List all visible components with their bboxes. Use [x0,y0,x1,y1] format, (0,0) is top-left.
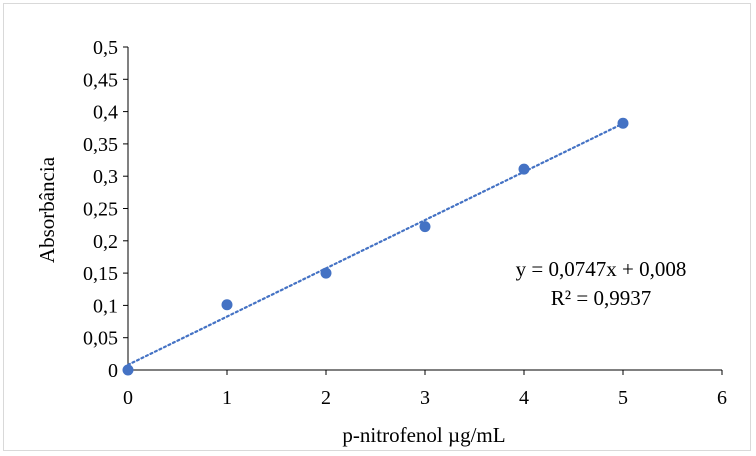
data-point [518,163,530,175]
y-tick-label: 0,3 [93,166,118,188]
x-tick-label: 1 [222,387,232,409]
y-tick-label: 0,4 [93,102,118,124]
y-tick-label: 0,2 [93,231,118,253]
x-tick-label: 0 [123,387,133,409]
y-axis-title: Absorbância [35,156,59,263]
x-tick-label: 4 [519,387,529,409]
data-point [122,364,134,376]
y-tick-label: 0,25 [83,199,118,221]
data-point [320,267,332,279]
y-tick-label: 0 [108,360,118,382]
x-tick-label: 3 [420,387,430,409]
data-points [122,117,629,376]
data-point [617,117,629,129]
y-tick-label: 0,05 [83,328,118,350]
x-tick-label: 2 [321,387,331,409]
trendline-equation: y = 0,0747x + 0,008 [516,257,687,281]
x-axis-ticks: 0 1 2 3 4 5 6 [123,370,727,409]
data-point [419,221,431,233]
x-axis-title: p-nitrofenol µg/mL [342,423,505,447]
y-tick-label: 0,35 [83,134,118,156]
y-tick-label: 0,5 [93,37,118,59]
r-squared-label: R² = 0,9937 [551,286,651,310]
trendline-group [126,122,625,366]
data-point [221,299,233,311]
trendline [126,122,625,366]
y-tick-label: 0,1 [93,295,118,317]
y-tick-label: 0,15 [83,263,118,285]
x-tick-label: 6 [717,387,727,409]
x-tick-label: 5 [618,387,628,409]
y-axis-ticks: 0 0,05 0,1 0,15 0,2 0,25 0,3 0,35 0,4 0,45 0,5 [83,37,128,382]
y-tick-label: 0,45 [83,69,118,91]
